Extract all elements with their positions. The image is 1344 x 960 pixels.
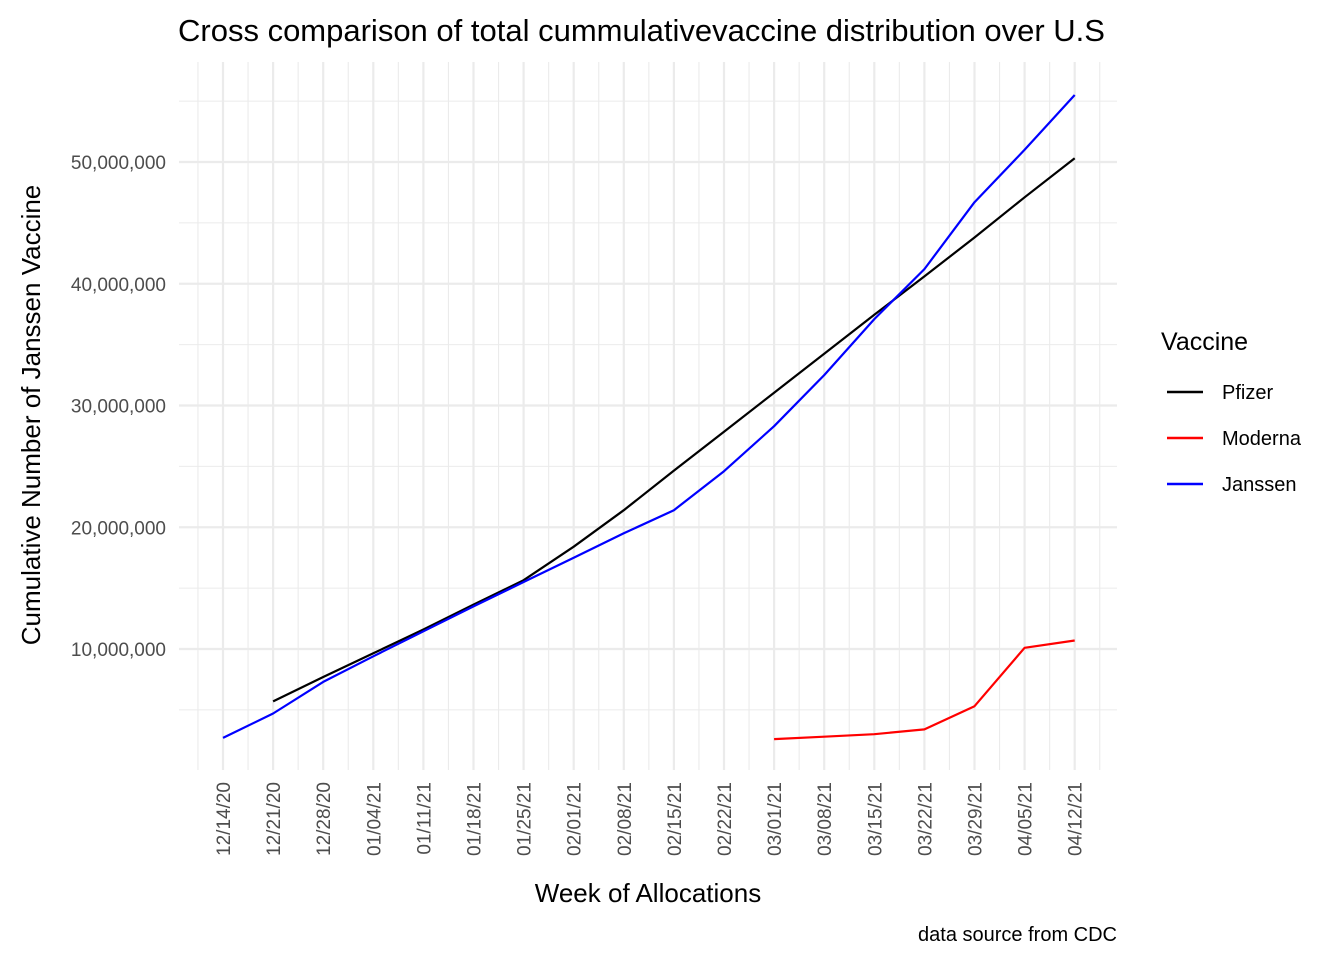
x-axis-ticks: 12/14/20 12/21/20 12/28/20 01/04/21 01/11/21… [214,782,1087,856]
legend-label-pfizer: Pfizer [1222,382,1273,404]
x-tick-label: 03/22/21 [915,782,936,856]
x-tick-label: 04/12/21 [1066,782,1087,856]
y-axis-title: Cumulative Number of Janssen Vaccine [16,185,46,646]
x-tick-label: 03/08/21 [815,782,836,856]
x-tick-label: 12/14/20 [214,782,235,856]
x-tick-label: 02/15/21 [665,782,686,856]
x-tick-label: 02/08/21 [615,782,636,856]
x-tick-label: 03/15/21 [865,782,886,856]
x-tick-label: 02/01/21 [565,782,586,856]
x-tick-label: 03/01/21 [765,782,786,856]
x-tick-label: 01/11/21 [414,782,435,855]
y-tick-label: 10,000,000 [71,640,166,661]
x-tick-label: 12/21/20 [264,782,285,856]
x-axis-title: Week of Allocations [535,878,761,908]
chart-title: Cross comparison of total cummulativevac… [178,13,1105,48]
x-tick-label: 01/18/21 [465,782,486,856]
legend: Vaccine Pfizer Moderna Janssen [1161,328,1302,496]
x-tick-label: 12/28/20 [314,782,335,856]
legend-title: Vaccine [1161,328,1248,356]
legend-label-janssen: Janssen [1222,474,1297,496]
y-axis-ticks: 10,000,000 20,000,000 30,000,000 40,000,000… [71,153,166,661]
x-tick-label: 04/05/21 [1016,782,1037,856]
x-tick-label: 01/25/21 [515,782,536,856]
grid-lines [179,62,1117,770]
y-tick-label: 30,000,000 [71,397,166,418]
legend-items: Pfizer Moderna Janssen [1167,382,1302,496]
x-tick-label: 02/22/21 [715,782,736,856]
caption: data source from CDC [918,924,1117,946]
x-tick-label: 03/29/21 [966,782,987,856]
y-tick-label: 40,000,000 [71,275,166,296]
legend-label-moderna: Moderna [1222,428,1302,450]
y-tick-label: 20,000,000 [71,518,166,539]
x-tick-label: 01/04/21 [364,782,385,856]
y-tick-label: 50,000,000 [71,153,166,174]
